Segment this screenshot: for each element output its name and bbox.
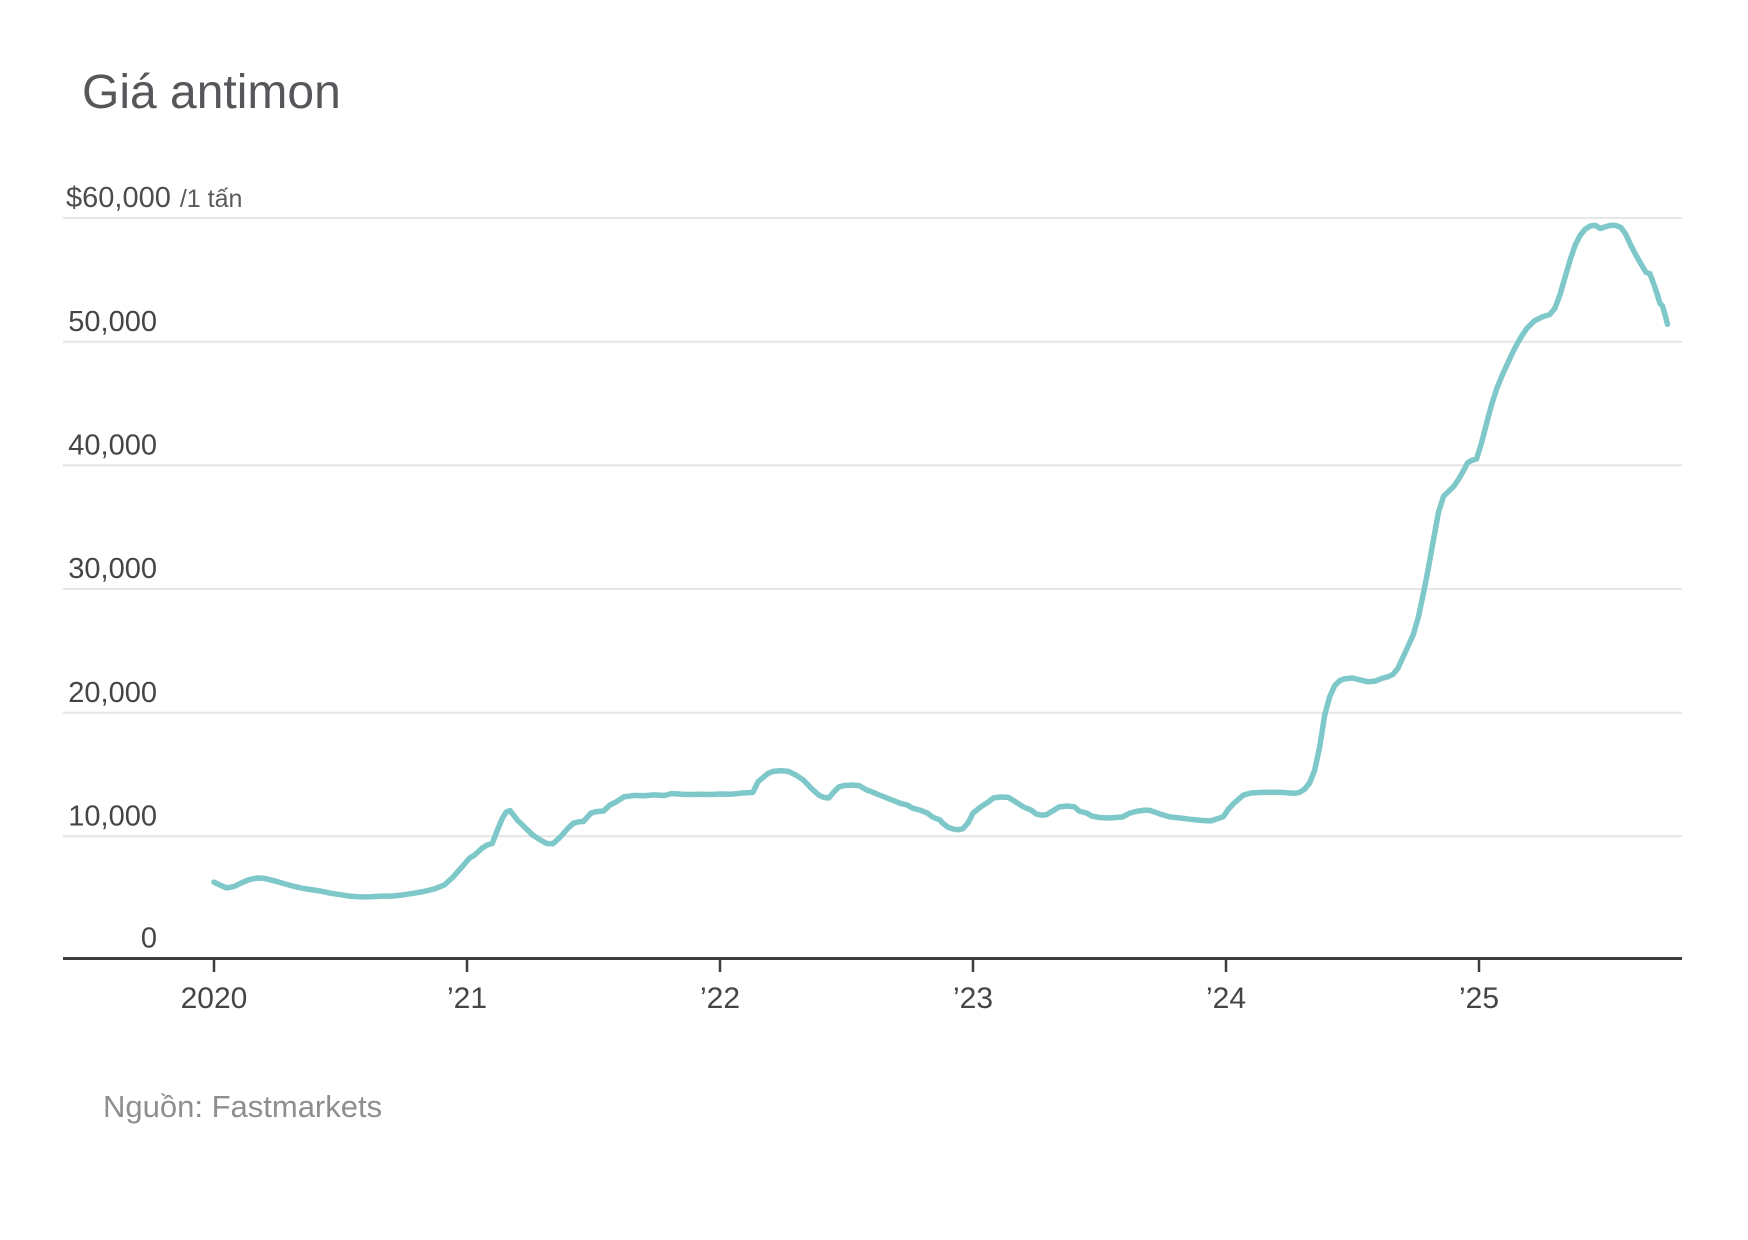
y-axis-top-value: $60,000 [66,182,171,214]
y-axis-labels: 50,000 40,000 30,000 20,000 10,000 0 [68,306,157,955]
y-tick-label-40000: 40,000 [68,430,157,462]
chart-title: Giá antimon [82,66,341,119]
y-tick-label-20000: 20,000 [68,677,157,709]
y-tick-label-0: 0 [141,923,157,955]
y-axis-unit-label: $60,000/1 tấn [66,182,242,214]
x-tick-label-23: ’23 [953,982,993,1015]
x-tick-label-24: ’24 [1206,982,1246,1015]
y-tick-label-10000: 10,000 [68,801,157,833]
x-axis-labels: 2020 ’21 ’22 ’23 ’24 ’25 [181,982,1499,1015]
gridlines [63,217,1682,838]
source-credit: Nguồn: Fastmarkets [103,1089,382,1124]
x-axis-ticks [212,958,1481,972]
y-axis-unit-suffix: /1 tấn [180,185,243,213]
x-tick-label-25: ’25 [1459,982,1499,1015]
y-tick-label-30000: 30,000 [68,553,157,585]
x-tick-label-2020: 2020 [181,982,248,1015]
x-tick-label-21: ’21 [447,982,487,1015]
y-tick-label-50000: 50,000 [68,306,157,338]
x-tick-label-22: ’22 [700,982,740,1015]
price-line-series [211,222,1671,900]
